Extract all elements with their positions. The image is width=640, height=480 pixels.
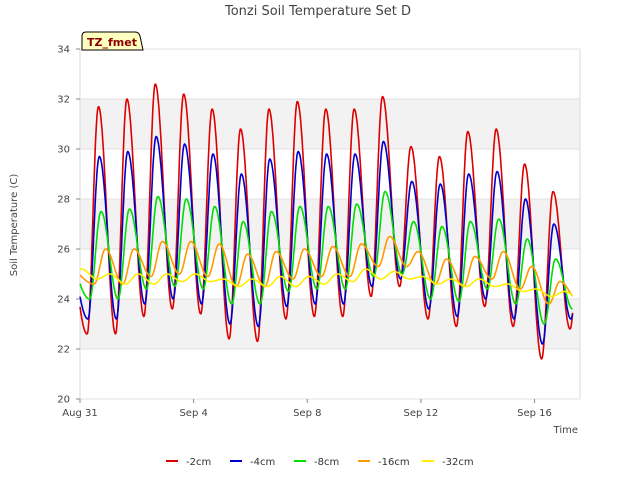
series-line-m8cm	[79, 190, 573, 325]
x-tick-label: Sep 4	[179, 408, 207, 419]
x-tick-label: Aug 31	[62, 408, 97, 419]
y-tick-label: 34	[57, 45, 70, 56]
x-axis-ticks: Aug 31 Sep 4 Sep 8 Sep 12 Sep 16	[62, 399, 552, 419]
site-badge: TZ_fmet	[81, 31, 144, 51]
y-axis-ticks: 20 22 24 26 28 30 32 34	[57, 45, 80, 406]
legend-label: -4cm	[250, 457, 275, 468]
chart-title: Tonzi Soil Temperature Set D	[224, 4, 411, 19]
y-tick-label: 28	[57, 195, 70, 206]
y-tick-label: 24	[57, 295, 70, 306]
series-line-m16cm	[79, 235, 574, 305]
legend-label: -32cm	[442, 457, 474, 468]
series-line-m4cm	[79, 135, 574, 345]
series-line-m32cm	[79, 268, 574, 298]
y-tick-label: 20	[57, 395, 70, 406]
y-tick-label: 26	[57, 245, 70, 256]
legend-label: -2cm	[186, 457, 211, 468]
series-line-m2cm	[79, 83, 574, 360]
series-lines	[79, 83, 574, 360]
background-band	[80, 49, 580, 99]
legend-label: -8cm	[314, 457, 339, 468]
site-badge-box	[81, 31, 144, 51]
background-band	[80, 249, 580, 299]
x-axis-label: Time	[553, 425, 578, 436]
y-tick-label: 30	[57, 145, 70, 156]
x-tick-label: Sep 16	[517, 408, 552, 419]
background-band	[80, 299, 580, 349]
site-badge-label: TZ_fmet	[87, 36, 137, 49]
y-tick-label: 32	[57, 95, 70, 106]
x-tick-label: Sep 8	[293, 408, 321, 419]
legend: -2cm -4cm -8cm -16cm -32cm	[166, 457, 474, 468]
legend-label: -16cm	[378, 457, 410, 468]
x-tick-label: Sep 12	[404, 408, 439, 419]
background-band	[80, 349, 580, 399]
y-tick-label: 22	[57, 345, 70, 356]
y-axis-label: Soil Temperature (C)	[9, 174, 20, 277]
